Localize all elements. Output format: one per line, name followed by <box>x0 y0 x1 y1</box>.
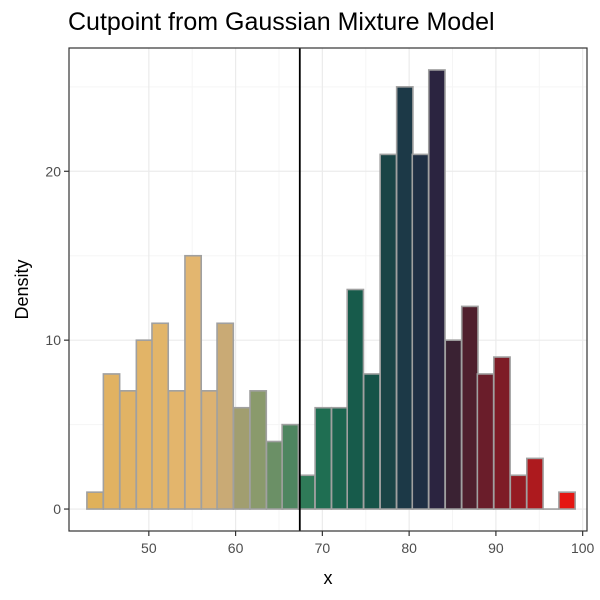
histogram-bar <box>249 390 268 510</box>
histogram-bar <box>411 153 430 510</box>
y-tick-label: 0 <box>53 501 61 517</box>
histogram-bar <box>167 390 186 510</box>
histogram-bar <box>297 474 316 510</box>
histogram-bar <box>460 305 479 510</box>
histogram-bar <box>102 373 121 510</box>
chart-title: Cutpoint from Gaussian Mixture Model <box>68 8 495 36</box>
histogram-bar <box>330 406 349 510</box>
histogram-bar <box>395 86 414 510</box>
x-tick-label: 70 <box>315 540 331 556</box>
x-tick-label: 60 <box>228 540 244 556</box>
histogram-bar <box>493 356 511 510</box>
histogram-bar <box>281 423 300 510</box>
y-axis-title: Density <box>12 259 32 319</box>
histogram-bar <box>265 440 284 510</box>
histogram-bar <box>232 406 251 510</box>
histogram-bar <box>379 153 398 510</box>
histogram-bar <box>362 373 381 510</box>
histogram-bar <box>184 254 203 510</box>
histogram-bar <box>200 390 219 510</box>
histogram-bar <box>476 373 495 510</box>
histogram-bar <box>427 69 446 510</box>
y-tick-label: 10 <box>45 332 61 348</box>
x-tick-label: 80 <box>401 540 417 556</box>
histogram-bar <box>119 390 137 510</box>
histogram-bar <box>216 322 235 510</box>
x-axis-title: x <box>324 568 333 588</box>
histogram-bar <box>346 288 365 510</box>
y-tick-label: 20 <box>45 163 61 179</box>
histogram-bar <box>86 491 104 510</box>
panel-border <box>68 47 588 532</box>
x-tick-label: 50 <box>141 540 157 556</box>
histogram-bar <box>135 339 154 510</box>
x-tick-label: 90 <box>488 540 504 556</box>
histogram-bar <box>558 491 576 510</box>
histogram-bar <box>509 474 528 510</box>
x-tick-label: 100 <box>571 540 595 556</box>
histogram-bar <box>526 457 544 510</box>
histogram-bar <box>151 322 170 510</box>
histogram-bar <box>314 406 333 510</box>
histogram-bar <box>444 339 463 510</box>
